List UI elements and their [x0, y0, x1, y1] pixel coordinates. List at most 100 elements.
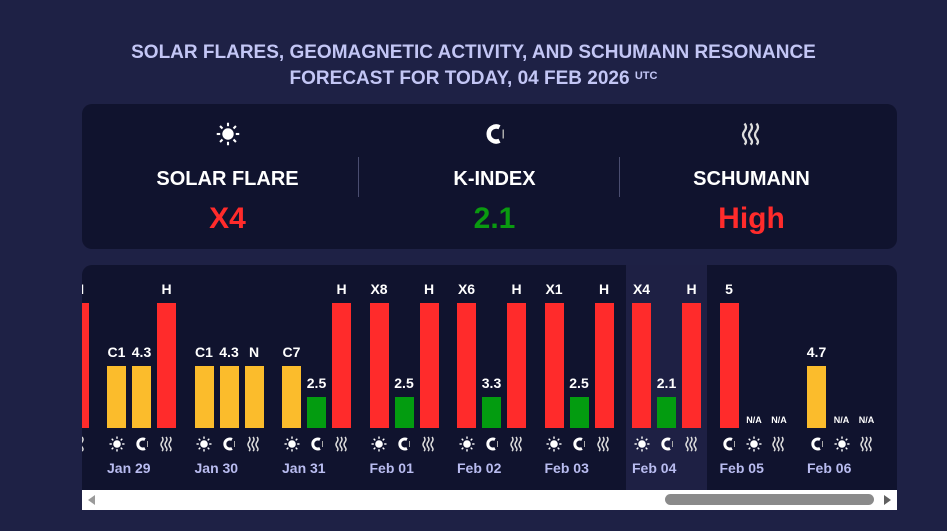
bar-label: H: [423, 281, 435, 297]
bar-schumann: [419, 303, 439, 428]
bar-magnet: [807, 366, 826, 428]
bar-label: H: [82, 281, 99, 297]
sun-icon: [832, 436, 851, 452]
schumann-icon: [857, 436, 876, 452]
bar-label: 2.1: [656, 375, 677, 391]
bar-label: C1: [195, 344, 213, 360]
divider: [619, 157, 620, 197]
bar-label: 2.5: [569, 375, 589, 391]
sun-icon: [632, 436, 651, 452]
bar-sun: [194, 366, 214, 428]
bar-magnet: [569, 397, 589, 428]
bar-label: X4: [632, 281, 651, 297]
scroll-right-arrow-icon[interactable]: [884, 495, 891, 505]
bar-magnet: [719, 303, 739, 428]
bar-sun: [107, 366, 126, 428]
bar-label: N/A: [771, 415, 787, 425]
bar-label: X8: [370, 281, 388, 297]
bar-label: X6: [457, 281, 476, 297]
summary-label: K-INDEX: [453, 168, 536, 190]
summary-solar-flare: SOLAR FLARE X4: [92, 104, 363, 249]
bar-magnet: [219, 366, 239, 428]
day-group: X1 2.5 H Feb 03: [544, 265, 625, 490]
sun-icon: [92, 122, 363, 146]
bar-schumann: [682, 303, 701, 428]
day-date: Feb 03: [544, 460, 589, 476]
bar-label: N/A: [858, 415, 875, 425]
summary-label: SOLAR FLARE: [156, 168, 299, 190]
horizontal-scrollbar[interactable]: [82, 490, 897, 510]
bar-label: C1: [107, 344, 126, 360]
day-date: Feb 05: [719, 460, 764, 476]
magnet-icon: [807, 436, 826, 452]
bar-schumann: [82, 303, 89, 428]
bar-magnet: [394, 397, 414, 428]
summary-label: SCHUMANN: [693, 168, 810, 190]
bar-label: 4.3: [219, 344, 239, 360]
sun-icon: [457, 436, 476, 452]
sun-icon: [195, 436, 214, 452]
magnet-icon: [359, 122, 630, 146]
day-date: Jan 30: [194, 460, 239, 476]
day-date: Feb 02: [457, 460, 502, 476]
sun-icon: [745, 436, 764, 452]
sun-icon: [282, 436, 301, 452]
bar-label: H: [686, 281, 697, 297]
daily-forecast-chart: H C1 4.3 H Jan 29 C1 4.3 N Jan 30 C7 2.5 H Jan 31 X8 2…: [82, 265, 897, 490]
magnet-icon: [395, 436, 414, 452]
bar-schumann: [157, 303, 176, 428]
schumann-icon: [595, 436, 614, 452]
summary-value: High: [718, 202, 785, 235]
bar-label: N: [248, 344, 260, 360]
day-date: Jan 29: [107, 460, 151, 476]
bar-sun: [282, 366, 301, 428]
day-date: Feb 04: [632, 460, 677, 476]
bar-sun: [457, 303, 476, 428]
sun-icon: [370, 436, 389, 452]
schumann-icon: [157, 436, 176, 452]
magnet-icon: [482, 436, 501, 452]
day-group: C1 4.3 H Jan 29: [107, 265, 187, 490]
sun-icon: [545, 436, 564, 452]
schumann-icon: [245, 436, 264, 452]
summary-schumann: SCHUMANN High: [616, 104, 887, 249]
magnet-icon: [307, 436, 326, 452]
schumann-icon: [682, 436, 701, 452]
bar-schumann: [507, 303, 526, 428]
scrollbar-thumb[interactable]: [665, 494, 874, 505]
divider: [358, 157, 359, 197]
bar-label: 4.3: [131, 344, 152, 360]
bar-label: H: [511, 281, 522, 297]
bar-label: X1: [545, 281, 563, 297]
bar-label: H: [598, 281, 610, 297]
bar-label: 4.7: [806, 344, 827, 360]
summary-value: 2.1: [473, 202, 516, 235]
bar-label: H: [336, 281, 347, 297]
day-group: C7 2.5 H Jan 31: [282, 265, 362, 490]
scroll-left-arrow-icon[interactable]: [88, 495, 95, 505]
bar-label: 2.5: [394, 375, 414, 391]
bar-label: H: [161, 281, 172, 297]
bar-label: 3.3: [481, 375, 502, 391]
magnet-icon: [657, 436, 676, 452]
bar-label: N/A: [833, 415, 850, 425]
bar-schumann: [594, 303, 614, 428]
magnet-icon: [720, 436, 739, 452]
page-title: SOLAR FLARES, GEOMAGNETIC ACTIVITY, AND …: [0, 40, 947, 92]
magnet-icon: [220, 436, 239, 452]
day-group: X8 2.5 H Feb 01: [369, 265, 450, 490]
bar-label: 5: [725, 281, 733, 297]
bar-sun: [369, 303, 389, 428]
summary-value: X4: [209, 202, 246, 235]
schumann-icon: [616, 122, 887, 146]
day-group: 4.7 N/A N/A Feb 06: [807, 265, 887, 490]
bar-label: N/A: [746, 415, 762, 425]
bar-schumann: [244, 366, 264, 428]
schumann-icon: [82, 436, 89, 452]
day-date: Feb 01: [369, 460, 414, 476]
utc-label: UTC: [634, 70, 658, 82]
day-group: 5 N/A N/A Feb 05: [719, 265, 800, 490]
bar-magnet: [482, 397, 501, 428]
bar-magnet: [307, 397, 326, 428]
magnet-icon: [570, 436, 589, 452]
